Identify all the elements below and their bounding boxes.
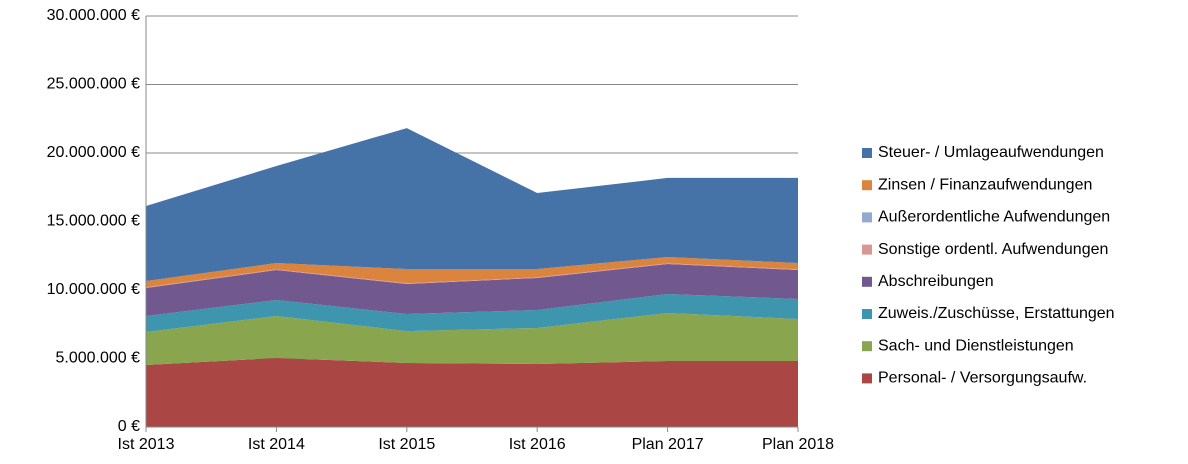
legend-swatch xyxy=(862,276,872,287)
area xyxy=(146,256,798,288)
x-tick-label: Ist 2014 xyxy=(248,436,305,453)
legend-label: Zuweis./Zuschüsse, Erstattungen xyxy=(878,305,1115,322)
x-tick-label: Plan 2017 xyxy=(632,436,704,453)
x-tick-label: Ist 2015 xyxy=(378,436,435,453)
y-tick-label: 25.000.000 € xyxy=(47,76,141,93)
y-tick-label: 10.000.000 € xyxy=(47,281,141,298)
legend-swatch xyxy=(862,180,872,191)
y-tick-label: 0 € xyxy=(118,418,140,435)
x-tick-label: Ist 2013 xyxy=(118,436,175,453)
y-tick-label: 30.000.000 € xyxy=(47,7,141,24)
area xyxy=(146,313,798,365)
x-tick-label: Plan 2018 xyxy=(762,436,834,453)
legend-label: Sach- und Dienstleistungen xyxy=(878,337,1074,354)
y-tick-label: 5.000.000 € xyxy=(55,350,140,367)
area xyxy=(146,357,798,427)
x-tick-label: Ist 2016 xyxy=(509,436,566,453)
y-tick-label: 20.000.000 € xyxy=(47,144,141,161)
legend-label: Abschreibungen xyxy=(878,273,994,290)
legend-swatch xyxy=(862,148,872,158)
legend-label: Sonstige ordentl. Aufwendungen xyxy=(878,241,1108,258)
legend-swatch xyxy=(862,244,872,255)
legend-label: Steuer- / Umlageaufwendungen xyxy=(878,144,1104,161)
legend-swatch xyxy=(862,212,872,223)
legend-swatch xyxy=(862,309,872,319)
area xyxy=(146,128,798,281)
area xyxy=(146,263,798,317)
y-tick-label: 15.000.000 € xyxy=(47,213,141,230)
legend-label: Außerordentliche Aufwendungen xyxy=(878,209,1110,226)
legend-label: Zinsen / Finanzaufwendungen xyxy=(878,176,1092,193)
legend-swatch xyxy=(862,373,872,384)
area xyxy=(146,293,798,333)
legend-swatch xyxy=(862,341,872,352)
legend-label: Personal- / Versorgungsaufw. xyxy=(878,370,1087,387)
